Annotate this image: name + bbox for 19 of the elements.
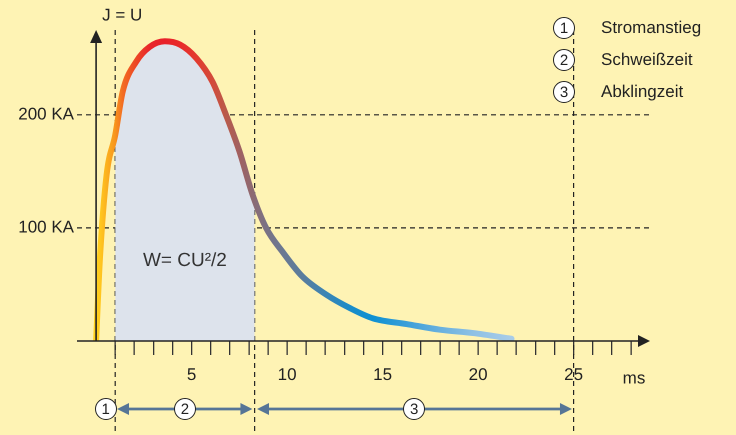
annotation: 1 <box>553 17 575 39</box>
text: Schweißzeit <box>601 50 693 69</box>
annotation: 3 <box>553 81 575 103</box>
text: Stromanstieg <box>601 18 702 37</box>
annotation: W= CU²/2 <box>142 250 227 272</box>
y-axis-title: J = U <box>102 6 142 25</box>
x-tick-label: 20 <box>468 364 488 384</box>
x-tick-label: 10 <box>278 364 297 384</box>
x-tick-label: 25 <box>564 364 584 384</box>
x-tick-label: 5 <box>186 364 196 384</box>
x-axis-title: ms <box>622 368 646 388</box>
text: Abklingzeit <box>601 82 684 101</box>
x-tick-label: 15 <box>373 364 392 384</box>
annotation: 2 <box>553 49 575 71</box>
text: 1 <box>101 400 110 418</box>
y-tick-label: 200 KA <box>18 104 75 124</box>
y-tick-label: 100 KA <box>18 218 75 237</box>
text: 3 <box>410 400 418 418</box>
text: 2 <box>180 400 190 418</box>
